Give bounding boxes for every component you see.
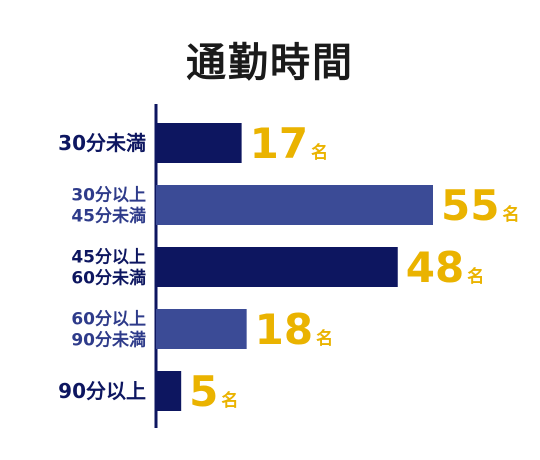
data-label: 55 名: [441, 181, 519, 230]
category-label: 90分以上: [58, 379, 146, 403]
chart-title: 通勤時間: [186, 40, 354, 86]
data-label-unit: 名: [502, 204, 519, 225]
data-label: 17 名: [250, 119, 328, 168]
category-label: 45分未満: [71, 205, 146, 226]
bar: [156, 123, 242, 163]
bar: [156, 247, 398, 287]
category-label: 30分以上: [71, 185, 146, 205]
data-label-unit: 名: [221, 390, 238, 411]
category-label: 60分未満: [71, 267, 146, 288]
bar: [156, 185, 433, 225]
data-label-unit: 名: [467, 266, 484, 287]
data-label-unit: 名: [316, 328, 333, 349]
bar: [156, 309, 247, 349]
category-label: 45分以上: [71, 247, 146, 267]
category-label: 30分未満: [58, 131, 146, 155]
category-label: 90分未満: [71, 329, 146, 350]
data-label-unit: 名: [311, 142, 328, 163]
data-label: 48 名: [406, 243, 484, 292]
category-label: 60分以上: [71, 309, 146, 329]
data-label: 18 名: [255, 305, 333, 354]
bar: [156, 371, 182, 411]
